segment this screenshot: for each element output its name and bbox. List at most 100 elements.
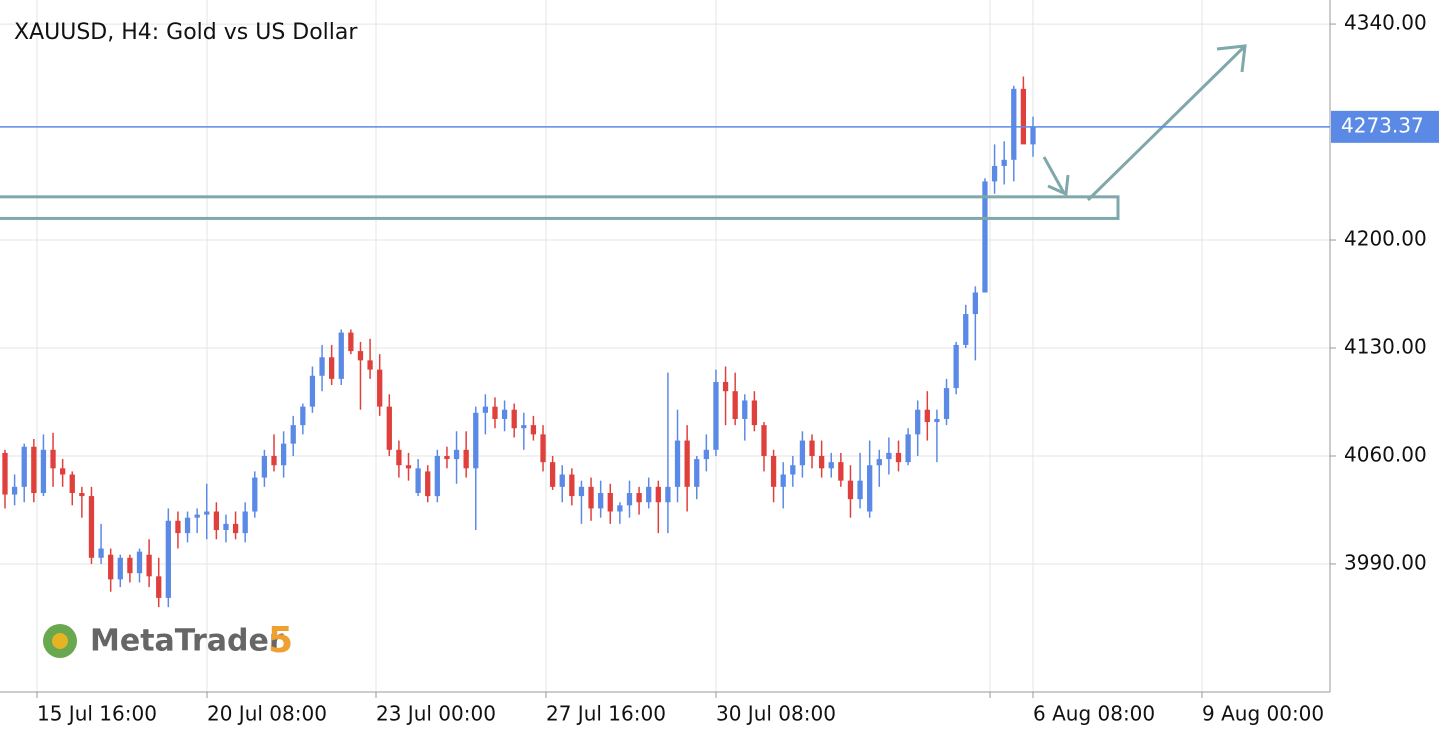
candle-body bbox=[559, 474, 565, 487]
candle-body bbox=[367, 360, 373, 370]
y-tick-label: 4340.00 bbox=[1344, 11, 1427, 35]
candle-body bbox=[396, 449, 402, 466]
candle-body bbox=[453, 449, 460, 460]
candle-body bbox=[703, 449, 709, 460]
candle-body bbox=[521, 425, 527, 429]
y-tick-label: 4130.00 bbox=[1344, 335, 1427, 359]
candle-body bbox=[809, 440, 815, 456]
candle-body bbox=[50, 449, 56, 469]
candle-body bbox=[88, 496, 95, 558]
candle-body bbox=[674, 440, 681, 487]
candle-body bbox=[636, 493, 642, 503]
candle-body bbox=[511, 409, 517, 429]
arrow-head bbox=[1216, 44, 1247, 73]
candle-body bbox=[598, 493, 604, 509]
candle-body bbox=[108, 554, 114, 580]
candle-body bbox=[204, 511, 210, 515]
x-tick-label: 15 Jul 16:00 bbox=[37, 702, 157, 726]
candle-body bbox=[934, 418, 940, 423]
candle-body bbox=[290, 425, 296, 444]
x-tick-label: 30 Jul 08:00 bbox=[716, 702, 836, 726]
chart-title: XAUUSD, H4: Gold vs US Dollar bbox=[14, 20, 358, 45]
candle-body bbox=[11, 486, 18, 495]
candle-body bbox=[876, 459, 882, 466]
candle-body bbox=[348, 332, 354, 352]
candle-body bbox=[280, 443, 287, 466]
x-tick-label: 27 Jul 16:00 bbox=[546, 702, 666, 726]
x-tick-label: 20 Jul 08:00 bbox=[207, 702, 327, 726]
last-price-tag bbox=[1331, 110, 1439, 143]
y-tick-label: 4060.00 bbox=[1344, 442, 1427, 466]
candle-body bbox=[694, 459, 700, 487]
candle-body bbox=[732, 391, 738, 419]
candle-body bbox=[895, 452, 902, 463]
x-tick-label: 9 Aug 00:00 bbox=[1202, 702, 1324, 726]
candle-body bbox=[646, 486, 652, 503]
candle-body bbox=[232, 523, 239, 534]
candle-body bbox=[309, 375, 316, 407]
candle-body bbox=[790, 465, 796, 475]
candle-body bbox=[184, 517, 191, 534]
candle-body bbox=[953, 344, 959, 389]
candle-body bbox=[79, 493, 85, 497]
candle-body bbox=[2, 452, 8, 495]
candle-body bbox=[127, 557, 133, 574]
candle-body bbox=[540, 434, 546, 463]
candle-body bbox=[473, 412, 479, 469]
candle-body bbox=[847, 480, 854, 500]
candle-body bbox=[626, 493, 633, 506]
candle-body bbox=[425, 471, 431, 497]
arrow-up bbox=[1086, 45, 1246, 202]
grid bbox=[0, 0, 1330, 692]
candle-body bbox=[98, 548, 104, 558]
candle-body bbox=[607, 493, 613, 512]
candle-body bbox=[617, 505, 623, 512]
candle-body bbox=[223, 523, 229, 531]
candle-body bbox=[434, 455, 440, 497]
candle-body bbox=[377, 369, 383, 407]
arrows bbox=[1042, 44, 1247, 202]
candle-body bbox=[943, 388, 950, 419]
candle-body bbox=[156, 576, 162, 598]
candle-body bbox=[549, 462, 556, 487]
candle-body bbox=[21, 446, 27, 487]
candle-body bbox=[213, 511, 220, 531]
candle-body bbox=[722, 381, 729, 392]
candle-body bbox=[319, 357, 325, 376]
candle-body bbox=[492, 406, 498, 419]
candle-body bbox=[482, 406, 489, 413]
candle-body bbox=[146, 554, 152, 577]
candle-body bbox=[386, 406, 392, 450]
candle-body bbox=[1011, 88, 1017, 160]
x-tick-label: 6 Aug 08:00 bbox=[1033, 702, 1155, 726]
candle-body bbox=[857, 480, 863, 500]
candle-body bbox=[655, 486, 661, 503]
candle-body bbox=[838, 462, 844, 481]
candle-body bbox=[329, 357, 335, 379]
candle-body bbox=[770, 455, 777, 487]
logo-text: MetaTrader bbox=[90, 624, 284, 659]
candle-body bbox=[991, 165, 998, 182]
candle-body bbox=[194, 514, 200, 518]
candle-body bbox=[1020, 88, 1027, 145]
logo-icon bbox=[52, 633, 68, 649]
candle-body bbox=[415, 468, 421, 494]
candle-body bbox=[588, 486, 594, 509]
candle-body bbox=[69, 474, 75, 494]
candle-body bbox=[905, 434, 911, 463]
candle-body bbox=[261, 455, 268, 478]
candle-body bbox=[799, 440, 806, 466]
candle-body bbox=[578, 486, 585, 497]
candle-body bbox=[338, 332, 344, 379]
candle-body bbox=[761, 425, 767, 456]
candle-body bbox=[60, 468, 66, 475]
candle-body bbox=[530, 425, 537, 435]
candle-body bbox=[982, 181, 988, 293]
arrow-head bbox=[1047, 174, 1070, 197]
candle-body bbox=[915, 409, 921, 435]
candle-body bbox=[780, 474, 786, 487]
y-tick-label: 3990.00 bbox=[1344, 550, 1427, 574]
candle-body bbox=[463, 449, 469, 469]
candle-body bbox=[1030, 127, 1036, 145]
x-tick-label: 23 Jul 00:00 bbox=[376, 702, 496, 726]
